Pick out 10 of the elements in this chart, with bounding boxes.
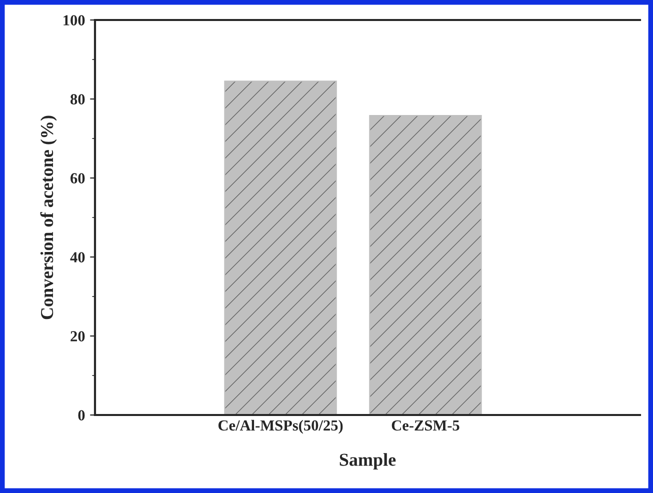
y-tick-label: 40 [70, 252, 85, 262]
y-tick-label: 60 [70, 173, 85, 184]
x-axis-title: Sample [340, 453, 396, 470]
y-axis-title: Conversion of acetone (%) [40, 116, 57, 320]
y-tick-label: 80 [70, 94, 85, 104]
y-tick-label: 100 [64, 15, 85, 26]
y-tick-label: 0 [78, 410, 85, 420]
x-tick-label: Ce-ZSM-5 [392, 420, 460, 431]
y-tick-label: 20 [70, 331, 85, 342]
x-tick-label: Ce/Al-MSPs(50/25) [218, 420, 343, 434]
